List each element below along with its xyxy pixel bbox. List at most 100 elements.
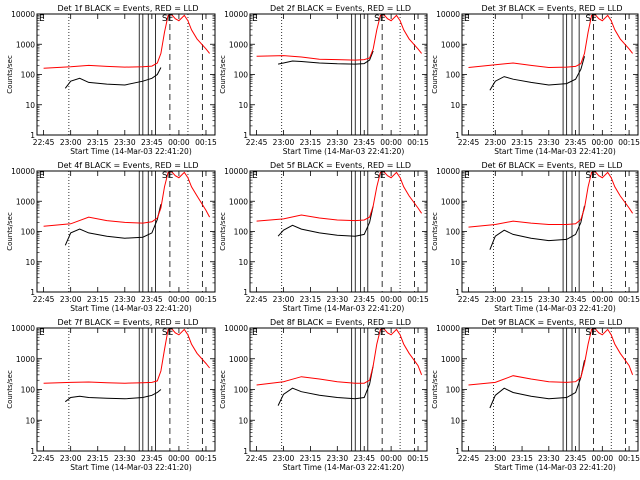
y-axis-label: Counts/sec — [6, 55, 14, 94]
x-tick-label: 22:45 — [246, 295, 268, 304]
x-tick-label: 22:45 — [458, 295, 480, 304]
y-tick-label: 100 — [21, 71, 36, 80]
x-axis-label: Start Time (14-Mar-03 22:41:20) — [494, 147, 616, 156]
y-axis-label: Counts/sec — [431, 370, 439, 409]
x-tick-label: 00:15 — [407, 138, 429, 147]
y-tick-label: 10 — [25, 416, 35, 425]
x-tick-label: 22:45 — [458, 454, 480, 463]
x-tick-label: 00:15 — [407, 295, 429, 304]
panel-title: Det 4f BLACK = Events, RED = LLD — [57, 161, 198, 170]
x-tick-label: 00:00 — [168, 295, 190, 304]
annotation-e: E — [39, 14, 45, 24]
x-tick-label: 22:45 — [33, 454, 55, 463]
x-tick-label: 00:15 — [195, 138, 217, 147]
events-series-line — [64, 204, 162, 246]
events-series-line — [277, 365, 374, 406]
lld-series-line — [43, 328, 210, 384]
y-tick-label: 1 — [455, 131, 460, 140]
x-tick-label: 23:30 — [326, 454, 348, 463]
lld-series-line — [256, 14, 422, 61]
panel-det-3: Det 3f BLACK = Events, RED = LLD 1 10 100 10… — [431, 4, 640, 156]
x-tick-label: 22:45 — [246, 138, 268, 147]
y-tick-label: 10 — [238, 416, 248, 425]
y-tick-label: 1 — [243, 288, 248, 297]
lld-series-line — [468, 171, 634, 228]
x-tick-label: 00:00 — [168, 454, 190, 463]
y-tick-label: 1000 — [229, 355, 248, 364]
x-axis-label: Start Time (14-Mar-03 22:41:20) — [70, 147, 192, 156]
y-tick-label: 10000 — [436, 10, 460, 19]
events-series-line — [64, 67, 162, 89]
x-tick-label: 23:30 — [538, 295, 560, 304]
y-axis-label: Counts/sec — [6, 370, 14, 409]
panel-det-8: Det 8f BLACK = Events, RED = LLD 1 10 100 10… — [219, 318, 429, 472]
y-tick-label: 1 — [455, 288, 460, 297]
x-axis-label: Start Time (14-Mar-03 22:41:20) — [70, 463, 192, 472]
y-tick-label: 1 — [30, 131, 35, 140]
panel-title: Det 5f BLACK = Events, RED = LLD — [270, 161, 411, 170]
annotation-e: E — [252, 171, 258, 181]
annotation-se: SE — [374, 328, 386, 338]
y-tick-label: 100 — [446, 386, 461, 395]
events-series-line — [278, 50, 374, 65]
x-tick-label: 23:45 — [141, 138, 163, 147]
x-tick-label: 23:00 — [60, 138, 82, 147]
y-tick-label: 10000 — [436, 167, 460, 176]
y-tick-label: 10000 — [436, 324, 460, 333]
y-tick-label: 10 — [450, 101, 460, 110]
y-tick-label: 10 — [450, 416, 460, 425]
lld-series-line — [43, 171, 211, 227]
x-tick-label: 00:15 — [195, 454, 217, 463]
panel-title: Det 2f BLACK = Events, RED = LLD — [270, 4, 411, 13]
y-tick-label: 1 — [30, 447, 35, 456]
x-tick-label: 23:00 — [273, 295, 295, 304]
y-tick-label: 100 — [21, 386, 36, 395]
annotation-e: E — [464, 14, 470, 24]
x-tick-label: 00:00 — [592, 454, 614, 463]
annotation-se: SE — [374, 14, 386, 24]
panel-det-5: Det 5f BLACK = Events, RED = LLD 1 10 100 10… — [219, 161, 429, 313]
x-tick-label: 00:00 — [592, 295, 614, 304]
x-tick-label: 23:00 — [484, 295, 506, 304]
annotation-se: SE — [585, 14, 597, 24]
x-tick-label: 22:45 — [246, 454, 268, 463]
x-tick-label: 23:15 — [300, 138, 322, 147]
y-tick-label: 10000 — [224, 10, 248, 19]
y-tick-label: 1 — [30, 288, 35, 297]
x-tick-label: 00:15 — [618, 454, 640, 463]
x-tick-label: 22:45 — [458, 138, 480, 147]
x-tick-label: 23:15 — [511, 138, 533, 147]
x-axis-label: Start Time (14-Mar-03 22:41:20) — [494, 304, 616, 313]
x-tick-label: 23:45 — [141, 295, 163, 304]
y-tick-label: 100 — [234, 386, 249, 395]
x-tick-label: 23:45 — [565, 138, 587, 147]
y-tick-label: 10 — [25, 101, 35, 110]
x-tick-label: 23:30 — [538, 454, 560, 463]
y-tick-label: 100 — [234, 71, 249, 80]
x-tick-label: 23:30 — [326, 295, 348, 304]
y-tick-label: 100 — [446, 71, 461, 80]
annotation-e: E — [252, 14, 258, 24]
panel-det-9: Det 9f BLACK = Events, RED = LLD 1 10 100 10… — [431, 318, 640, 472]
x-tick-label: 23:30 — [114, 454, 136, 463]
panel-title: Det 3f BLACK = Events, RED = LLD — [481, 4, 622, 13]
x-axis-label: Start Time (14-Mar-03 22:41:20) — [70, 304, 192, 313]
annotation-e: E — [464, 171, 470, 181]
x-tick-label: 23:45 — [353, 454, 375, 463]
panel-title: Det 1f BLACK = Events, RED = LLD — [57, 4, 198, 13]
y-tick-label: 10000 — [11, 10, 35, 19]
annotation-se: SE — [585, 328, 597, 338]
panel-title: Det 7f BLACK = Events, RED = LLD — [57, 318, 198, 327]
x-tick-label: 23:45 — [353, 295, 375, 304]
y-tick-label: 10000 — [224, 324, 248, 333]
lld-series-line — [256, 328, 423, 386]
lld-series-line — [468, 328, 634, 386]
x-tick-label: 23:00 — [484, 454, 506, 463]
x-axis-label: Start Time (14-Mar-03 22:41:20) — [283, 463, 405, 472]
y-tick-label: 100 — [234, 228, 249, 237]
annotation-e: E — [252, 328, 258, 338]
y-axis-label: Counts/sec — [219, 212, 227, 251]
x-tick-label: 00:00 — [380, 138, 402, 147]
events-series-line — [489, 205, 585, 250]
y-tick-label: 10 — [25, 258, 35, 267]
